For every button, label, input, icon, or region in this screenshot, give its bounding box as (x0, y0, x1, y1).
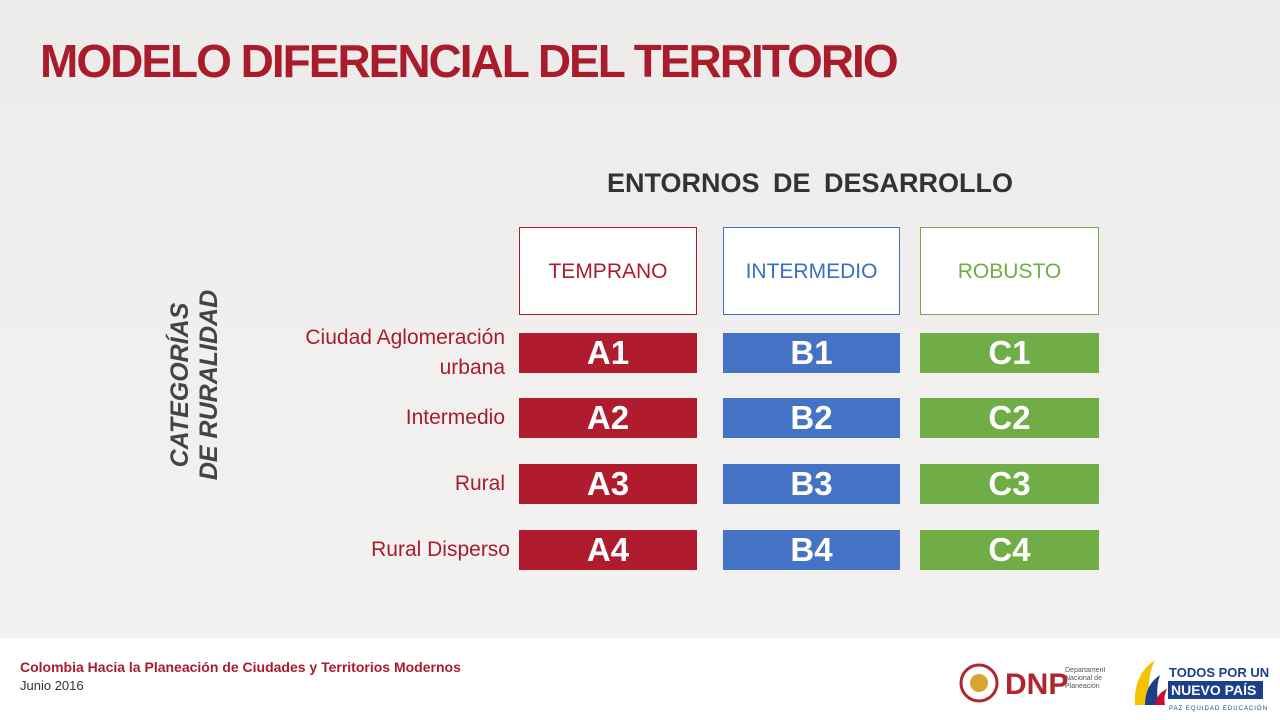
dnp-logo: DNP (1005, 668, 1068, 701)
cell: B3 (723, 464, 900, 504)
column-header: ROBUSTO (920, 227, 1099, 315)
column-header: INTERMEDIO (723, 227, 900, 315)
cell: A2 (519, 398, 697, 438)
dnp-name-box: Departamento Nacional de Planeación (1065, 667, 1105, 690)
row-label: Intermedio (405, 406, 505, 429)
subtitle: ENTORNOS DE DESARROLLO (606, 168, 1014, 198)
cell: C4 (920, 530, 1099, 570)
row-label: Ciudad Aglomeración urbana (305, 326, 505, 379)
flag-blue (1145, 675, 1160, 705)
cell: C3 (920, 464, 1099, 504)
slogan-1: TODOS POR UN (1169, 665, 1269, 680)
row-label: Rural Disperso (371, 538, 510, 561)
slogan-2: NUEVO PAÍS (1171, 682, 1256, 698)
footer-date: Junio 2016 (20, 678, 84, 693)
cell: B4 (723, 530, 900, 570)
cell: A4 (519, 530, 697, 570)
footer-title: Colombia Hacia la Planeación de Ciudades… (20, 659, 461, 675)
cell: A1 (519, 333, 697, 373)
cell: B1 (723, 333, 900, 373)
logos: DNP Departamento Nacional de Planeación … (959, 660, 1269, 712)
title: MODELO DIFERENCIAL DEL TERRITORIO (40, 35, 899, 87)
cell: C2 (920, 398, 1099, 438)
slogan-3: PAZ EQUIDAD EDUCACIÓN (1169, 705, 1268, 712)
footer (0, 638, 1280, 720)
cell: C1 (920, 333, 1099, 373)
row-label: Rural (454, 472, 505, 495)
side-label: CATEGORÍAS DE RURALIDAD (166, 289, 223, 481)
flag-yellow (1134, 660, 1155, 705)
seal-center (970, 674, 988, 692)
flag-red (1155, 689, 1167, 705)
column-header: TEMPRANO (519, 227, 697, 315)
dnp-name: Departamento Nacional de Planeación (1065, 667, 1105, 690)
cell: A3 (519, 464, 697, 504)
cell: B2 (723, 398, 900, 438)
slogan-bg (1168, 681, 1263, 699)
